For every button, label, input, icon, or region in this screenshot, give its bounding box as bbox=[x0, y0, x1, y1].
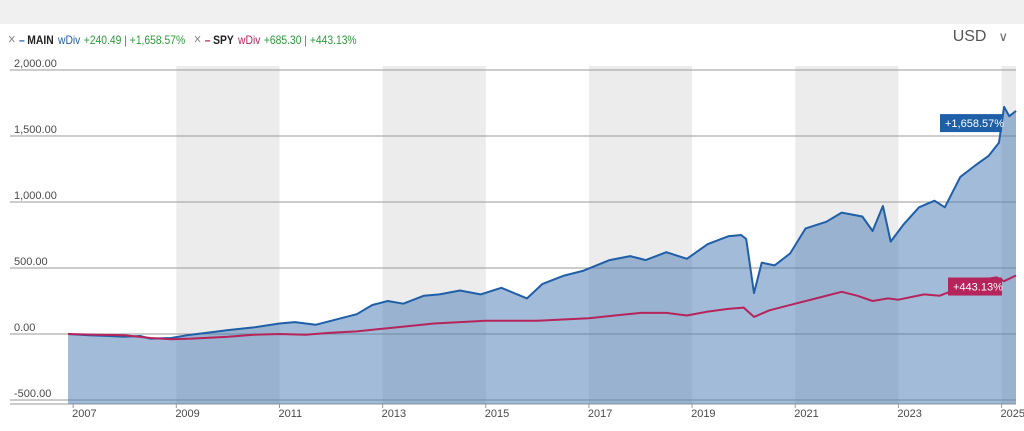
x-tick-label: 2011 bbox=[278, 408, 302, 420]
x-tick-label: 2021 bbox=[794, 408, 818, 420]
main-end-label-bg bbox=[940, 114, 1002, 133]
spy-ticker: SPY bbox=[213, 32, 234, 47]
x-tick-label: 2015 bbox=[485, 408, 509, 420]
spy-stats: +685.30 | +443.13% bbox=[263, 32, 357, 47]
chart-legend: × – MAIN wDiv +240.49 | +1,658.57% × – S… bbox=[8, 31, 365, 48]
remove-main-icon[interactable]: × bbox=[8, 31, 16, 48]
y-tick-label: 1,500.00 bbox=[14, 124, 57, 136]
x-tick-label: 2023 bbox=[897, 408, 921, 420]
currency-label: USD bbox=[952, 28, 987, 45]
y-tick-label: 500.00 bbox=[14, 256, 48, 268]
x-tick-label: 2009 bbox=[175, 408, 199, 420]
y-tick-label: 0.00 bbox=[14, 322, 35, 334]
main-wdiv: wDiv bbox=[57, 32, 81, 47]
y-tick-label: 1,000.00 bbox=[14, 190, 57, 202]
main-stats: +240.49 | +1,658.57% bbox=[83, 32, 186, 47]
main-ticker: MAIN bbox=[27, 32, 54, 47]
main-series-line bbox=[67, 105, 1017, 340]
x-tick-label: 2017 bbox=[588, 408, 612, 420]
currency-select[interactable]: USD ∨ bbox=[953, 28, 1008, 46]
main-color-swatch: – bbox=[18, 32, 25, 47]
x-tick-label: 2013 bbox=[382, 408, 406, 420]
spy-end-label-bg bbox=[948, 277, 1002, 296]
spy-color-swatch: – bbox=[204, 32, 211, 47]
x-tick-label: 2019 bbox=[691, 408, 715, 420]
main-end-label: +1,658.57% bbox=[945, 118, 1004, 130]
chevron-down-icon: ∨ bbox=[998, 29, 1008, 44]
spy-series-line bbox=[67, 274, 1017, 341]
y-tick-label: -500.00 bbox=[14, 388, 51, 400]
remove-spy-icon[interactable]: × bbox=[193, 31, 202, 48]
spy-end-label: +443.13% bbox=[953, 282, 1003, 294]
x-tick-label: 2007 bbox=[72, 408, 96, 420]
spy-wdiv: wDiv bbox=[238, 32, 261, 47]
top-bar bbox=[0, 0, 1024, 24]
y-tick-label: 2,000.00 bbox=[14, 58, 57, 70]
main-area-fill bbox=[68, 106, 1016, 405]
x-tick-label: 2025 bbox=[1001, 408, 1024, 420]
